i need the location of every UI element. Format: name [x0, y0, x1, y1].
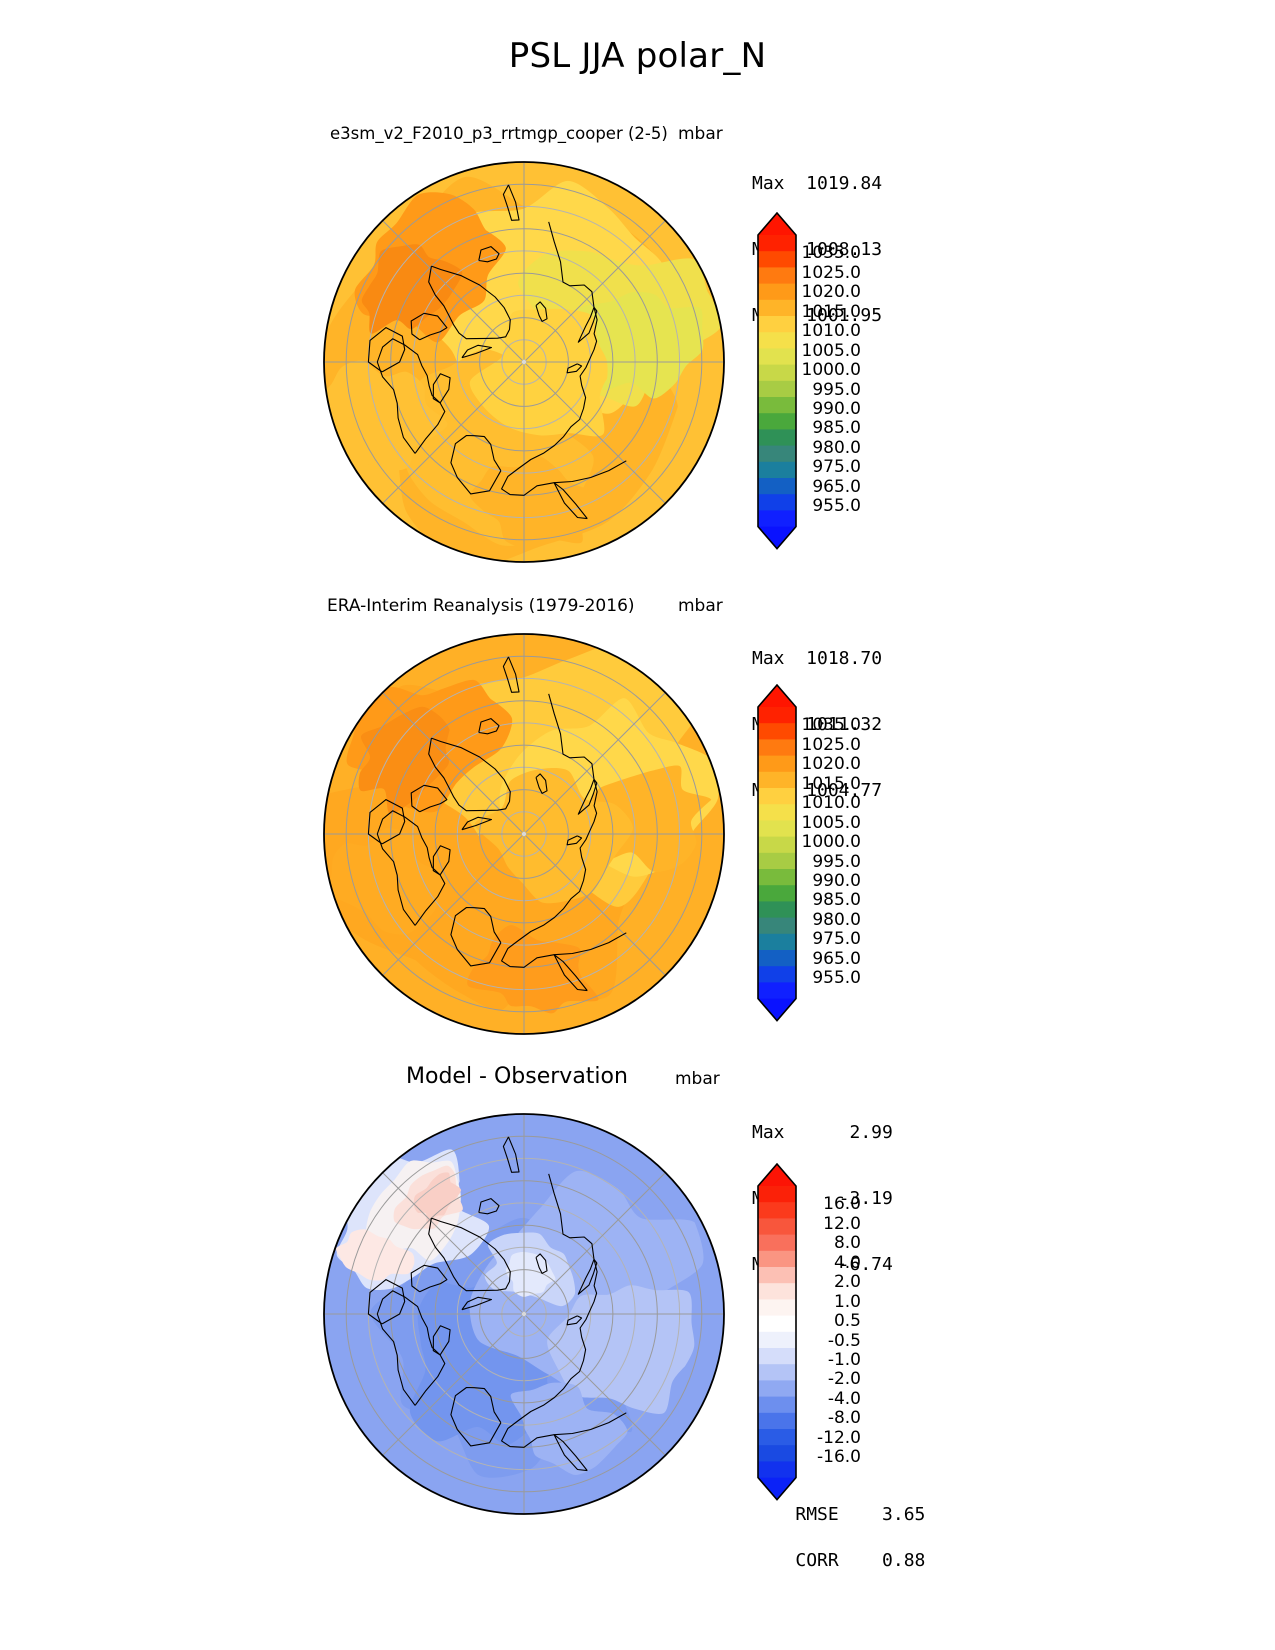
colorbar-tick-label: -1.0 — [827, 1349, 861, 1370]
stat-max-value: 1018.70 — [806, 648, 883, 669]
colorbar-tick-label: 995.0 — [812, 851, 861, 872]
panel-observation-title: ERA-Interim Reanalysis (1979-2016) — [327, 596, 635, 616]
stat-min-value: -6.74 — [838, 1254, 893, 1275]
colorbar-tick-label: 2.0 — [833, 1272, 861, 1293]
corr-label: CORR — [795, 1550, 839, 1571]
rmse-label: RMSE — [795, 1504, 839, 1525]
colorbar-model: 1035.0 1025.0 1020.0 1015.0 1010.0 1005.0 1000… — [757, 212, 861, 550]
colorbar-tick-label: 1035.0 — [801, 243, 861, 264]
colorbar-tick-label: 1020.0 — [801, 754, 861, 775]
colorbar-tick-label: 1020.0 — [801, 282, 861, 303]
colorbar-tick-label: 975.0 — [812, 929, 861, 950]
colorbar-tick-label: 1005.0 — [801, 340, 861, 361]
colorbar-tick-label: 1010.0 — [801, 321, 861, 342]
stat-max-row: Max 2.99 — [752, 1122, 893, 1144]
colorbar-tick-label: 980.0 — [812, 437, 861, 458]
polar-map-difference — [318, 1108, 730, 1520]
colorbar-tick-label: 1.0 — [833, 1291, 861, 1312]
colorbar-tick-label: 980.0 — [812, 909, 861, 930]
colorbar-tick-label: 955.0 — [812, 968, 861, 989]
corr-value: 0.88 — [882, 1550, 926, 1571]
panel-difference-units: mbar — [675, 1069, 720, 1089]
colorbar-tick-label: -12.0 — [817, 1427, 861, 1448]
colorbar-tick-label: 965.0 — [812, 476, 861, 497]
stat-mean-value: -3.19 — [838, 1188, 893, 1209]
colorbar-tick-label: 1025.0 — [801, 734, 861, 755]
colorbar-tick-label: 4.0 — [833, 1252, 861, 1273]
rmse-row: RMSE 3.65 — [795, 1504, 925, 1525]
colorbar-tick-label: 1035.0 — [801, 715, 861, 736]
colorbar-tick-label: 1000.0 — [801, 832, 861, 853]
difference-error-metrics: RMSE 3.65 CORR 0.88 — [752, 1480, 925, 1595]
stat-min-value: 1004.77 — [806, 780, 883, 801]
colorbar-tick-label: 0.5 — [833, 1311, 861, 1332]
panel-model-title: e3sm_v2_F2010_p3_rrtmgp_cooper (2-5) — [330, 124, 668, 143]
stat-min-value: 1001.95 — [806, 305, 883, 326]
colorbar-tick-label: 965.0 — [812, 948, 861, 969]
colorbar-tick-label: -2.0 — [827, 1369, 861, 1390]
stat-max-label: Max — [752, 173, 785, 194]
rmse-value: 3.65 — [882, 1504, 926, 1525]
panel-difference-title: Model - Observation — [406, 1064, 628, 1089]
stat-mean-value: 1011.32 — [806, 714, 883, 735]
panel-observation-units: mbar — [678, 596, 723, 616]
colorbar-tick-label: 955.0 — [812, 496, 861, 517]
colorbar-tick-label: 16.0 — [823, 1194, 861, 1215]
stat-max-label: Max — [752, 648, 785, 669]
stat-max-row: Max 1019.84 — [752, 173, 882, 195]
colorbar-tick-label: 12.0 — [823, 1213, 861, 1234]
colorbar-difference: 16.0 12.0 8.0 4.0 2.0 1.0 0.5 -0.5 -1.0 -2.0 -4.0-… — [757, 1163, 861, 1501]
colorbar-tick-label: -8.0 — [827, 1408, 861, 1429]
colorbar-observation: 1035.0 1025.0 1020.0 1015.0 1010.0 1005.0 1000… — [757, 684, 861, 1022]
corr-row: CORR 0.88 — [795, 1550, 925, 1571]
polar-map-observation — [318, 628, 730, 1040]
colorbar-tick-label: 975.0 — [812, 457, 861, 478]
stat-max-value: 2.99 — [849, 1122, 893, 1143]
colorbar-tick-label: 990.0 — [812, 398, 861, 419]
colorbar-tick-label: -16.0 — [817, 1447, 861, 1468]
colorbar-tick-label: 985.0 — [812, 418, 861, 439]
panel-model-units: mbar — [678, 124, 723, 144]
colorbar-tick-label: 1010.0 — [801, 793, 861, 814]
stat-max-value: 1019.84 — [806, 173, 883, 194]
colorbar-tick-label: 990.0 — [812, 870, 861, 891]
colorbar-tick-label: -4.0 — [827, 1388, 861, 1409]
colorbar-tick-label: 985.0 — [812, 890, 861, 911]
colorbar-tick-label: 8.0 — [833, 1233, 861, 1254]
figure-title: PSL JJA polar_N — [508, 36, 767, 76]
colorbar-tick-label: -0.5 — [827, 1330, 861, 1351]
stat-max-label: Max — [752, 1122, 785, 1143]
stat-mean-value: 1008.13 — [806, 239, 883, 260]
colorbar-tick-label: 1000.0 — [801, 360, 861, 381]
colorbar-tick-label: 1015.0 — [801, 773, 861, 794]
colorbar-tick-label: 995.0 — [812, 379, 861, 400]
colorbar-tick-label: 1005.0 — [801, 812, 861, 833]
colorbar-tick-label: 1025.0 — [801, 262, 861, 283]
stat-max-row: Max 1018.70 — [752, 648, 882, 670]
polar-map-model — [318, 156, 730, 568]
colorbar-tick-label: 1015.0 — [801, 301, 861, 322]
